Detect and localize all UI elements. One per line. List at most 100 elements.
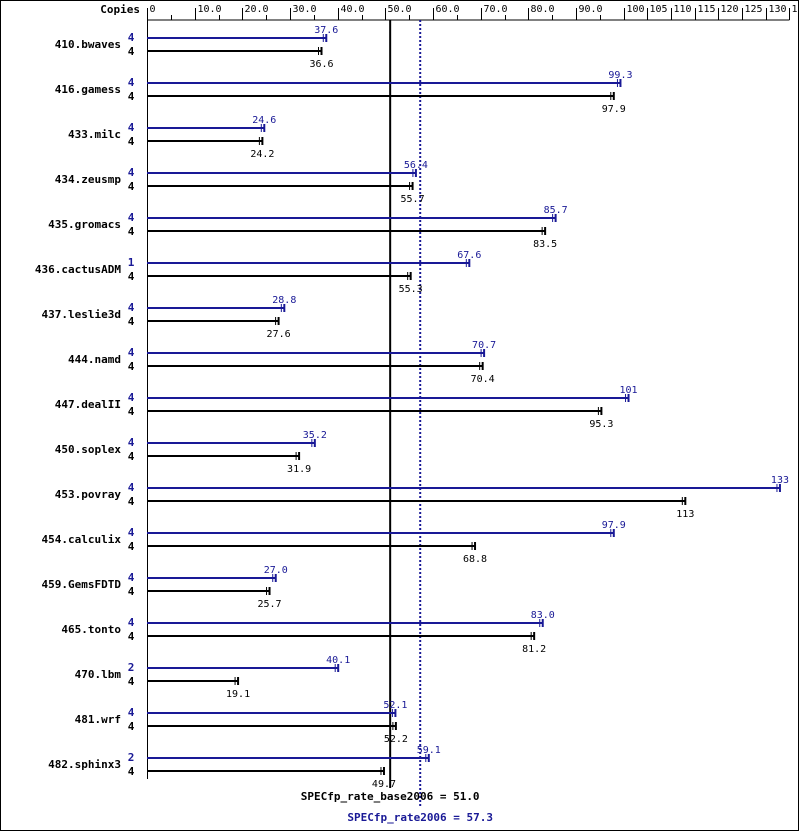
benchmark-label: 470.lbm <box>75 668 122 681</box>
base-value-label: 97.9 <box>602 104 626 115</box>
x-tick-label: 10.0 <box>198 4 222 15</box>
peak-bar <box>147 529 615 537</box>
peak-copies-label: 4 <box>128 211 135 224</box>
base-value-label: 68.8 <box>463 554 487 565</box>
base-bar <box>147 677 240 685</box>
peak-copies-label: 4 <box>128 31 135 44</box>
benchmark-label: 435.gromacs <box>48 218 121 231</box>
peak-value-label: 27.0 <box>264 565 288 576</box>
base-value-label: 49.7 <box>372 779 396 790</box>
x-tick-label: 105 <box>650 4 668 15</box>
copies-header: Copies <box>100 3 140 16</box>
x-tick-label: 115 <box>698 4 716 15</box>
base-bar <box>147 362 484 370</box>
benchmark-label: 453.povray <box>55 488 122 501</box>
base-value-label: 113 <box>676 509 694 520</box>
peak-value-label: 133 <box>771 475 789 486</box>
x-tick-label: 135 <box>792 4 799 15</box>
peak-bar <box>147 259 471 267</box>
base-copies-label: 4 <box>128 405 135 418</box>
peak-bar <box>147 169 417 177</box>
x-tick-label: 0 <box>150 4 156 15</box>
peak-value-label: 101 <box>620 385 638 396</box>
benchmark-label: 447.dealII <box>55 398 121 411</box>
base-copies-label: 4 <box>128 675 135 688</box>
peak-value-label: 28.8 <box>272 295 296 306</box>
peak-copies-label: 4 <box>128 301 135 314</box>
peak-bar <box>147 619 544 627</box>
peak-copies-label: 4 <box>128 391 135 404</box>
peak-copies-label: 4 <box>128 76 135 89</box>
base-copies-label: 4 <box>128 540 135 553</box>
base-bar <box>147 767 385 775</box>
base-bar <box>147 272 412 280</box>
peak-copies-label: 4 <box>128 166 135 179</box>
peak-bar <box>147 214 557 222</box>
base-bar <box>147 47 323 55</box>
base-copies-label: 4 <box>128 720 135 733</box>
benchmark-label: 410.bwaves <box>55 38 121 51</box>
base-bar <box>147 542 477 550</box>
peak-value-label: 97.9 <box>602 520 626 531</box>
base-value-label: 24.2 <box>250 149 274 160</box>
peak-value-label: 52.1 <box>383 700 407 711</box>
peak-value-label: 99.3 <box>608 70 632 81</box>
x-tick-label: 90.0 <box>579 4 603 15</box>
base-copies-label: 4 <box>128 135 135 148</box>
peak-bar <box>147 394 630 402</box>
reference-lines <box>389 20 422 808</box>
x-tick-label: 80.0 <box>531 4 555 15</box>
peak-bar <box>147 79 622 87</box>
base-value-label: 55.3 <box>399 284 423 295</box>
peak-copies-label: 4 <box>128 436 135 449</box>
base-value-label: 31.9 <box>287 464 311 475</box>
peak-copies-label: 4 <box>128 616 135 629</box>
base-bar <box>147 182 414 190</box>
peak-summary-label: SPECfp_rate2006 = 57.3 <box>347 811 493 824</box>
benchmark-label: 444.namd <box>68 353 121 366</box>
benchmark-label: 416.gamess <box>55 83 121 96</box>
peak-copies-label: 4 <box>128 526 135 539</box>
base-copies-label: 4 <box>128 315 135 328</box>
benchmark-label: 459.GemsFDTD <box>42 578 122 591</box>
x-tick-label: 70.0 <box>484 4 508 15</box>
peak-bar <box>147 304 286 312</box>
peak-copies-label: 2 <box>128 751 135 764</box>
benchmark-label: 436.cactusADM <box>35 263 121 276</box>
peak-copies-label: 4 <box>128 571 135 584</box>
benchmark-label: 433.milc <box>68 128 121 141</box>
base-copies-label: 4 <box>128 45 135 58</box>
base-copies-label: 4 <box>128 450 135 463</box>
x-tick-label: 20.0 <box>245 4 269 15</box>
x-tick-label: 110 <box>674 4 692 15</box>
peak-copies-label: 4 <box>128 121 135 134</box>
peak-value-label: 83.0 <box>531 610 555 621</box>
base-value-label: 52.2 <box>384 734 408 745</box>
peak-value-label: 37.6 <box>314 25 338 36</box>
peak-bar <box>147 754 430 762</box>
peak-bar <box>147 349 486 357</box>
base-value-label: 19.1 <box>226 689 250 700</box>
peak-copies-label: 2 <box>128 661 135 674</box>
benchmark-label: 454.calculix <box>42 533 122 546</box>
x-tick-label: 125 <box>745 4 763 15</box>
base-copies-label: 4 <box>128 270 135 283</box>
base-bar <box>147 317 280 325</box>
base-bar <box>147 587 271 595</box>
base-copies-label: 4 <box>128 225 135 238</box>
base-bar <box>147 92 615 100</box>
base-summary-label: SPECfp_rate_base2006 = 51.0 <box>301 790 480 803</box>
base-copies-label: 4 <box>128 765 135 778</box>
benchmark-label: 450.soplex <box>55 443 122 456</box>
base-copies-label: 4 <box>128 495 135 508</box>
base-value-label: 83.5 <box>533 239 557 250</box>
x-tick-label: 60.0 <box>436 4 460 15</box>
base-value-label: 95.3 <box>589 419 613 430</box>
peak-copies-label: 4 <box>128 481 135 494</box>
base-copies-label: 4 <box>128 585 135 598</box>
base-copies-label: 4 <box>128 360 135 373</box>
base-bar <box>147 632 536 640</box>
